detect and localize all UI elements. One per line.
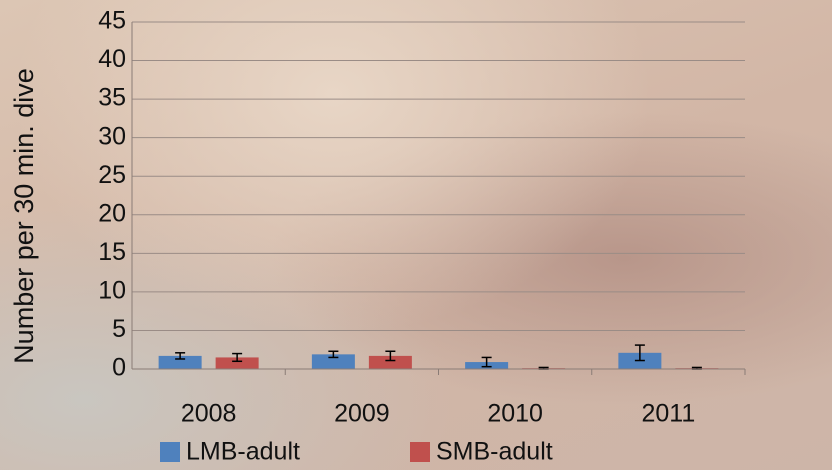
page: Number per 30 min. dive 0 5 10 15 20 25 30 35 40… <box>0 0 832 470</box>
legend-swatch <box>410 442 430 462</box>
y-tick-label: 30 <box>98 122 126 150</box>
y-tick-label: 20 <box>98 199 126 227</box>
y-tick-label: 10 <box>98 276 126 304</box>
y-tick-label: 15 <box>98 238 126 266</box>
legend-swatch <box>160 442 180 462</box>
x-tick-label: 2009 <box>334 400 390 428</box>
y-tick-label: 40 <box>98 45 126 73</box>
y-tick-label: 25 <box>98 161 126 189</box>
legend-label: LMB-adult <box>186 438 300 466</box>
chart: Number per 30 min. dive 0 5 10 15 20 25 30 35 40… <box>0 0 832 470</box>
x-tick-label: 2008 <box>181 400 237 428</box>
y-tick-label: 0 <box>112 354 126 382</box>
y-tick-label: 45 <box>98 7 126 35</box>
y-tick-label: 35 <box>98 84 126 112</box>
y-tick-label: 5 <box>112 315 126 343</box>
y-axis-title: Number per 30 min. dive <box>9 68 39 364</box>
x-tick-label: 2011 <box>641 400 695 428</box>
legend-label: SMB-adult <box>436 438 553 466</box>
x-tick-label: 2010 <box>487 400 543 428</box>
